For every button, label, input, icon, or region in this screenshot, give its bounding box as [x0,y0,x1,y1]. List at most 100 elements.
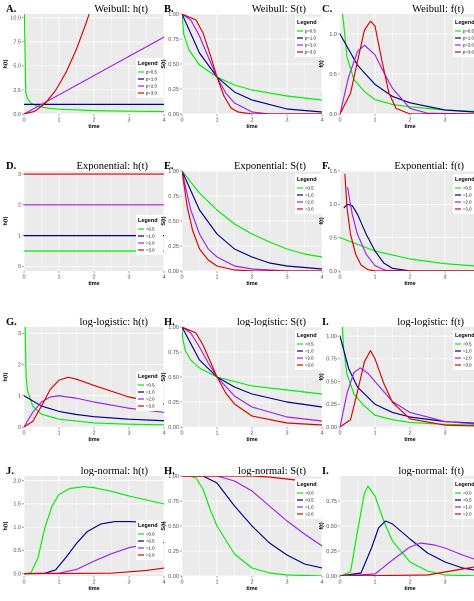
series-line [182,14,322,114]
legend-entry: p=2.0 [305,43,316,48]
legend: Legend p=0.5 p=1.0 p=2.0 p=3.0 [453,17,474,57]
y-axis-label: h(t) [3,216,9,225]
y-tick-label: 2 [18,203,21,209]
x-tick-label: 1 [57,118,60,124]
plot-background [340,171,474,271]
y-tick-label: 0 [18,264,21,270]
legend-title: Legend [455,482,474,488]
legend-entry: =1.0 [305,349,314,354]
legend-entry: p=1.0 [146,77,157,82]
chart-panel: I. log-normal: f(t) 0 1 2 3 40.00 0.25 0.50 0.75 t… [319,466,474,592]
legend-entry: =3.0 [463,207,472,212]
legend-title: Legend [138,374,158,380]
x-axis-label: time [404,124,415,130]
series-line [24,327,164,426]
chart-title: Exponential: f(t) [394,161,464,172]
x-tick-label: 1 [215,118,218,124]
x-tick-label: 2 [92,118,95,124]
series-line [24,376,164,427]
legend-box [453,330,474,370]
x-tick-label: 1 [215,275,218,281]
series-group [24,14,164,114]
series-group [182,14,322,114]
y-tick-label: 0.75 [168,499,179,505]
x-tick-label: 1 [215,431,218,437]
series-group [340,485,474,576]
legend-box [136,371,163,411]
x-tick-label: 3 [285,118,288,124]
legend-box [136,520,163,560]
series-line [182,327,322,426]
y-axis-label: S(t) [161,59,167,68]
series-line [340,33,474,113]
legend: Legend =0.0 =0.5 =1.0 =2.0 [453,479,474,519]
x-tick-label: 2 [250,118,253,124]
y-tick-label: 1.5 [13,502,21,508]
series-line [340,566,474,576]
series-group [340,173,474,271]
x-tick-label: 0 [22,431,25,437]
y-tick-label: 0 [18,425,21,431]
x-axis-label: time [88,586,99,592]
legend-entry: =2.0 [305,200,314,205]
panel-label: E. [164,161,174,172]
y-tick-label: 0.50 [326,379,337,385]
x-axis-label: time [88,281,99,287]
legend-title: Legend [297,177,317,183]
legend: Legend p=0.5 p=1.0 p=2.0 p=3.0 [295,17,322,57]
legend-entry: =0.5 [463,498,472,503]
y-tick-label: 0.50 [168,62,179,68]
series-line [341,14,474,112]
legend-entry: =0.5 [463,186,472,191]
series-line [24,395,164,427]
chart-panel: H. log-logistic: S(t)0 1 2 3 40.000.250.500.7… [161,317,324,443]
series-line [340,335,474,424]
x-axis-label: time [404,281,415,287]
x-tick-label: 3 [127,275,130,281]
y-tick-label: 0.75 [168,37,179,43]
y-tick-label: 1.5 [329,169,337,175]
legend-entry: =0.5 [146,383,155,388]
legend-entry: =2.0 [305,356,314,361]
series-line [340,20,474,114]
legend-box [295,330,322,370]
legend-box [295,174,322,214]
x-tick-label: 3 [127,580,130,586]
legend-entry: p=0.5 [463,29,474,34]
series-line [182,171,322,270]
x-axis-label: time [246,281,257,287]
series-line [24,14,164,113]
legend-title: Legend [297,20,317,26]
legend: Legend =0.5 =1.0 =2.0 =3.0 [453,330,474,370]
legend-entry: =2.0 [463,200,472,205]
x-tick-label: 1 [373,275,376,281]
legend: Legend =0.5 =1.0 =2.0 =3.0 [295,174,322,214]
legend-entry: =0.5 [146,227,155,232]
y-tick-label: 0.00 [168,269,179,275]
legend-entry: =2.0 [146,241,155,246]
panel-label: H. [164,466,175,477]
chart-panel: C. Weibull: f(t) 0 1 2 3 4 0.0 0.5 1.0 time f(t) Leg… [319,4,474,130]
chart-panel: H. log-normal: S(t)0 1 2 3 40.000.250.500.751… [161,466,324,592]
x-tick-label: 2 [408,431,411,437]
y-axis-label: h(t) [3,59,9,68]
x-axis-label: time [404,437,415,443]
legend: Legend =0.0 =0.5 =1.0 =2.0 [136,520,163,560]
x-tick-label: 2 [408,580,411,586]
y-axis-label: S(t) [161,521,167,530]
y-tick-label: 0.50 [168,524,179,530]
y-axis-label: f(t) [319,217,325,224]
x-tick-label: 0 [338,118,341,124]
x-axis-label: time [246,586,257,592]
chart-panel: G. log-logistic: h(t) 0 1 2 3 4 0 1 2 3 time h(t) Leg… [3,317,166,443]
x-tick-label: 4 [320,118,323,124]
series-line [182,476,322,569]
x-tick-label: 3 [443,580,446,586]
legend-box [295,17,322,57]
x-tick-label: 1 [57,580,60,586]
x-tick-label: 2 [92,275,95,281]
y-tick-label: 0.00 [326,425,337,431]
x-tick-label: 4 [162,275,165,281]
series-line [182,14,322,114]
panel-label: F. [322,161,330,172]
